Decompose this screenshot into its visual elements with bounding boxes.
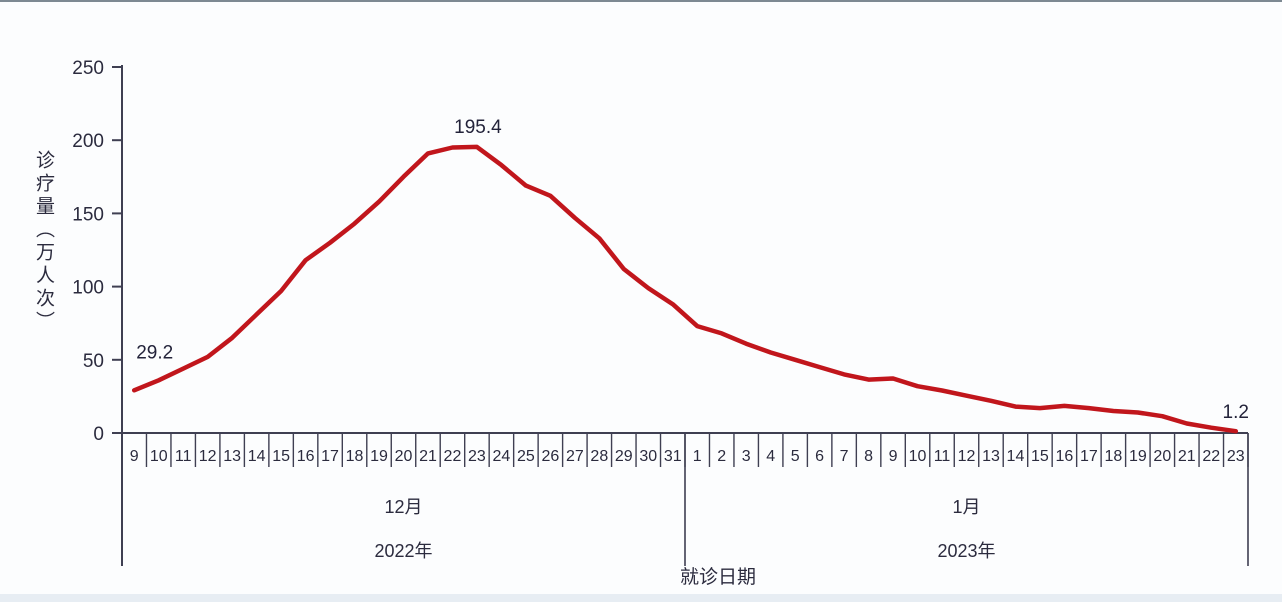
day-tick-label: 6: [815, 448, 824, 465]
data-point-annotation: 1.2: [1223, 402, 1249, 423]
top-edge-line: [0, 0, 1282, 2]
day-tick-label: 11: [934, 448, 951, 465]
day-tick-label: 1: [693, 448, 702, 465]
day-tick-label: 12: [958, 448, 976, 465]
day-tick-label: 8: [864, 448, 873, 465]
day-tick-label: 9: [130, 448, 139, 465]
day-tick-label: 21: [419, 448, 437, 465]
day-tick-label: 4: [766, 448, 775, 465]
y-tick-label: 200: [72, 131, 104, 152]
day-tick-label: 13: [223, 448, 241, 465]
day-tick-label: 25: [517, 448, 535, 465]
day-tick-label: 20: [1153, 448, 1171, 465]
day-tick-label: 19: [1129, 448, 1147, 465]
day-tick-label: 23: [1227, 448, 1245, 465]
day-tick-label: 31: [664, 448, 682, 465]
day-tick-label: 5: [791, 448, 800, 465]
day-tick-label: 17: [321, 448, 339, 465]
day-tick-label: 14: [1007, 448, 1025, 465]
y-tick-label: 150: [72, 204, 104, 225]
day-tick-label: 24: [493, 448, 511, 465]
day-tick-label: 22: [444, 448, 462, 465]
day-tick-label: 30: [639, 448, 657, 465]
day-tick-label: 16: [1056, 448, 1074, 465]
day-tick-label: 17: [1080, 448, 1098, 465]
y-tick-label: 100: [72, 278, 104, 299]
month-label: 1月: [952, 497, 980, 517]
y-tick-label: 0: [93, 424, 104, 445]
day-tick-label: 10: [909, 448, 927, 465]
day-tick-label: 21: [1178, 448, 1196, 465]
day-tick-label: 7: [840, 448, 849, 465]
day-tick-label: 15: [272, 448, 290, 465]
data-point-annotation: 195.4: [454, 117, 502, 138]
day-tick-label: 19: [370, 448, 388, 465]
day-tick-label: 27: [566, 448, 584, 465]
day-tick-label: 12: [199, 448, 217, 465]
day-tick-label: 23: [468, 448, 486, 465]
day-tick-label: 18: [1104, 448, 1122, 465]
day-tick-label: 3: [742, 448, 751, 465]
day-tick-label: 14: [248, 448, 266, 465]
x-axis-title: 就诊日期: [679, 567, 756, 588]
day-tick-label: 16: [297, 448, 315, 465]
day-tick-label: 15: [1031, 448, 1049, 465]
year-label: 2023年: [937, 541, 995, 561]
data-point-annotation: 29.2: [136, 342, 173, 363]
y-tick-label: 50: [83, 351, 104, 372]
month-label: 12月: [384, 497, 422, 517]
day-tick-label: 10: [150, 448, 168, 465]
day-tick-label: 11: [175, 448, 192, 465]
day-tick-label: 22: [1202, 448, 1220, 465]
y-axis-title: 诊疗量（万人次）: [33, 150, 54, 334]
day-tick-label: 13: [982, 448, 1000, 465]
day-tick-label: 9: [889, 448, 898, 465]
treatment-volume-line: [131, 144, 1239, 434]
bottom-edge-strip: [0, 594, 1282, 602]
day-tick-label: 18: [346, 448, 364, 465]
day-tick-label: 20: [395, 448, 413, 465]
day-tick-label: 26: [541, 448, 559, 465]
y-tick-label: 250: [72, 58, 104, 79]
day-tick-label: 29: [615, 448, 633, 465]
day-tick-label: 28: [590, 448, 608, 465]
day-tick-label: 2: [717, 448, 726, 465]
year-label: 2022年: [374, 541, 432, 561]
